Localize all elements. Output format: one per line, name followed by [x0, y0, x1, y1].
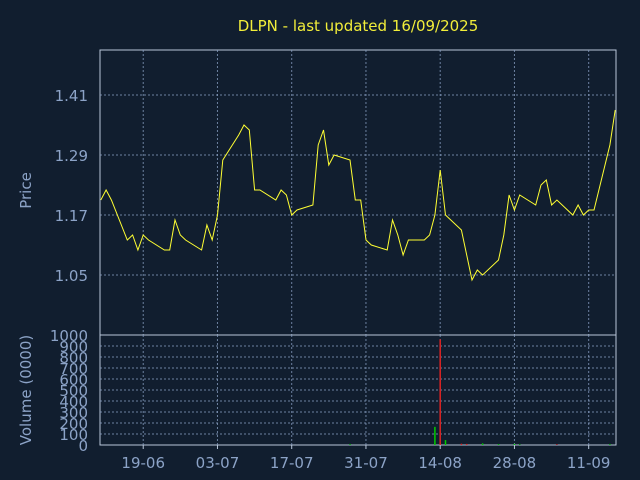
volume-tick-label: 700 [59, 360, 88, 378]
volume-tick-label: 500 [59, 382, 88, 400]
volume-axis-label: Volume (0000) [17, 335, 35, 445]
volume-tick-label: 300 [59, 404, 88, 422]
price-tick-label: 1.17 [55, 207, 88, 225]
price-axis-label: Price [17, 172, 35, 209]
price-line [100, 109, 616, 282]
price-tick-label: 1.41 [55, 87, 88, 105]
volume-bar [609, 444, 611, 445]
volume-tick-label: 900 [59, 338, 88, 356]
price-tick-label: 1.29 [55, 147, 88, 165]
volume-tick-label: 600 [59, 371, 88, 389]
volume-bar [460, 443, 463, 445]
price-panel: 1.05 1.17 1.29 1.41 Price [17, 49, 617, 336]
price-tick-label: 1.05 [55, 267, 88, 285]
chart-title: DLPN - last updated 16/09/2025 [238, 17, 479, 35]
volume-tick-label: 100 [59, 426, 88, 444]
volume-bar [349, 444, 351, 445]
volume-bar [556, 444, 558, 445]
volume-bar [513, 443, 516, 445]
x-tick-label: 19-06 [121, 454, 165, 472]
x-axis: 19-06 03-07 17-07 31-07 14-08 28-08 11-09 [121, 445, 610, 472]
volume-bar [444, 440, 447, 445]
volume-tick-label: 0 [78, 437, 88, 455]
x-tick-label: 31-07 [344, 454, 388, 472]
volume-tick-label: 1000 [50, 327, 88, 345]
volume-bar [518, 444, 521, 445]
volume-tick-label: 200 [59, 415, 88, 433]
x-tick-label: 17-07 [270, 454, 314, 472]
x-tick-label: 03-07 [196, 454, 240, 472]
volume-tick-label: 800 [59, 349, 88, 367]
volume-tick-label: 400 [59, 393, 88, 411]
volume-bar [434, 426, 436, 445]
volume-bar [481, 443, 484, 445]
volume-bar [497, 444, 500, 445]
x-tick-label: 28-08 [493, 454, 537, 472]
x-tick-label: 14-08 [418, 454, 462, 472]
volume-bar [439, 339, 441, 445]
volume-bar [465, 443, 468, 445]
x-tick-label: 11-09 [567, 454, 611, 472]
